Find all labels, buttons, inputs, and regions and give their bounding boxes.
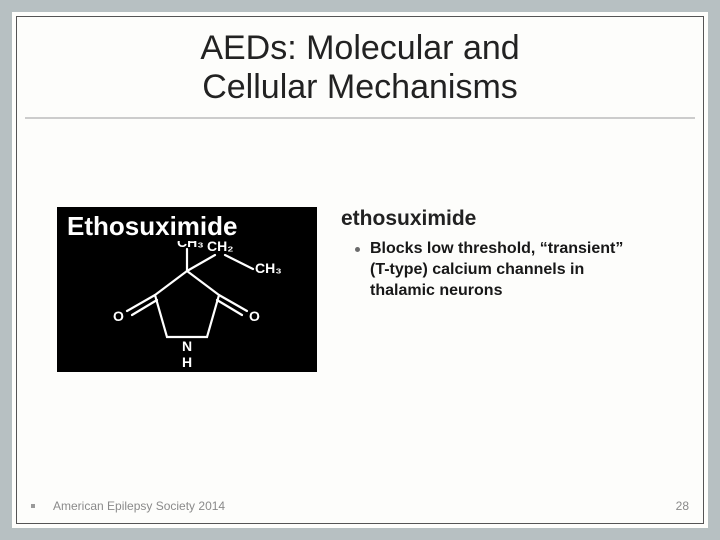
- slide: AEDs: Molecular and Cellular Mechanisms …: [0, 0, 720, 540]
- page-number: 28: [676, 499, 689, 513]
- bullet-item: Blocks low threshold, “transient” (T-typ…: [341, 239, 663, 301]
- content-row: Ethosuximide: [57, 207, 663, 372]
- bullet-text: Blocks low threshold, “transient” (T-typ…: [370, 239, 630, 301]
- title-line-1: AEDs: Molecular and: [200, 29, 519, 67]
- slide-title: AEDs: Molecular and Cellular Mechanisms: [25, 17, 695, 119]
- title-line-2: Cellular Mechanisms: [202, 68, 518, 106]
- footer-left: American Epilepsy Society 2014: [31, 499, 225, 513]
- drug-name: ethosuximide: [341, 207, 663, 231]
- label-h: H: [182, 354, 192, 370]
- molecule-panel-title: Ethosuximide: [57, 207, 317, 242]
- label-n: N: [182, 338, 192, 354]
- label-o-left: O: [113, 308, 124, 324]
- bullet-icon: [355, 247, 360, 252]
- description-column: ethosuximide Blocks low threshold, “tran…: [341, 207, 663, 372]
- molecule-structure-icon: CH₃ CH₂ CH₃ O O N H: [57, 241, 317, 372]
- label-ch3-top: CH₃: [177, 241, 204, 250]
- footer-credit: American Epilepsy Society 2014: [53, 499, 225, 513]
- molecule-panel: Ethosuximide: [57, 207, 317, 372]
- slide-inner-frame: AEDs: Molecular and Cellular Mechanisms …: [16, 16, 704, 524]
- label-ch2: CH₂: [207, 241, 233, 254]
- label-o-right: O: [249, 308, 260, 324]
- label-ch3-right: CH₃: [255, 260, 282, 276]
- footer-bullet-icon: [31, 504, 35, 508]
- slide-footer: American Epilepsy Society 2014 28: [31, 499, 689, 513]
